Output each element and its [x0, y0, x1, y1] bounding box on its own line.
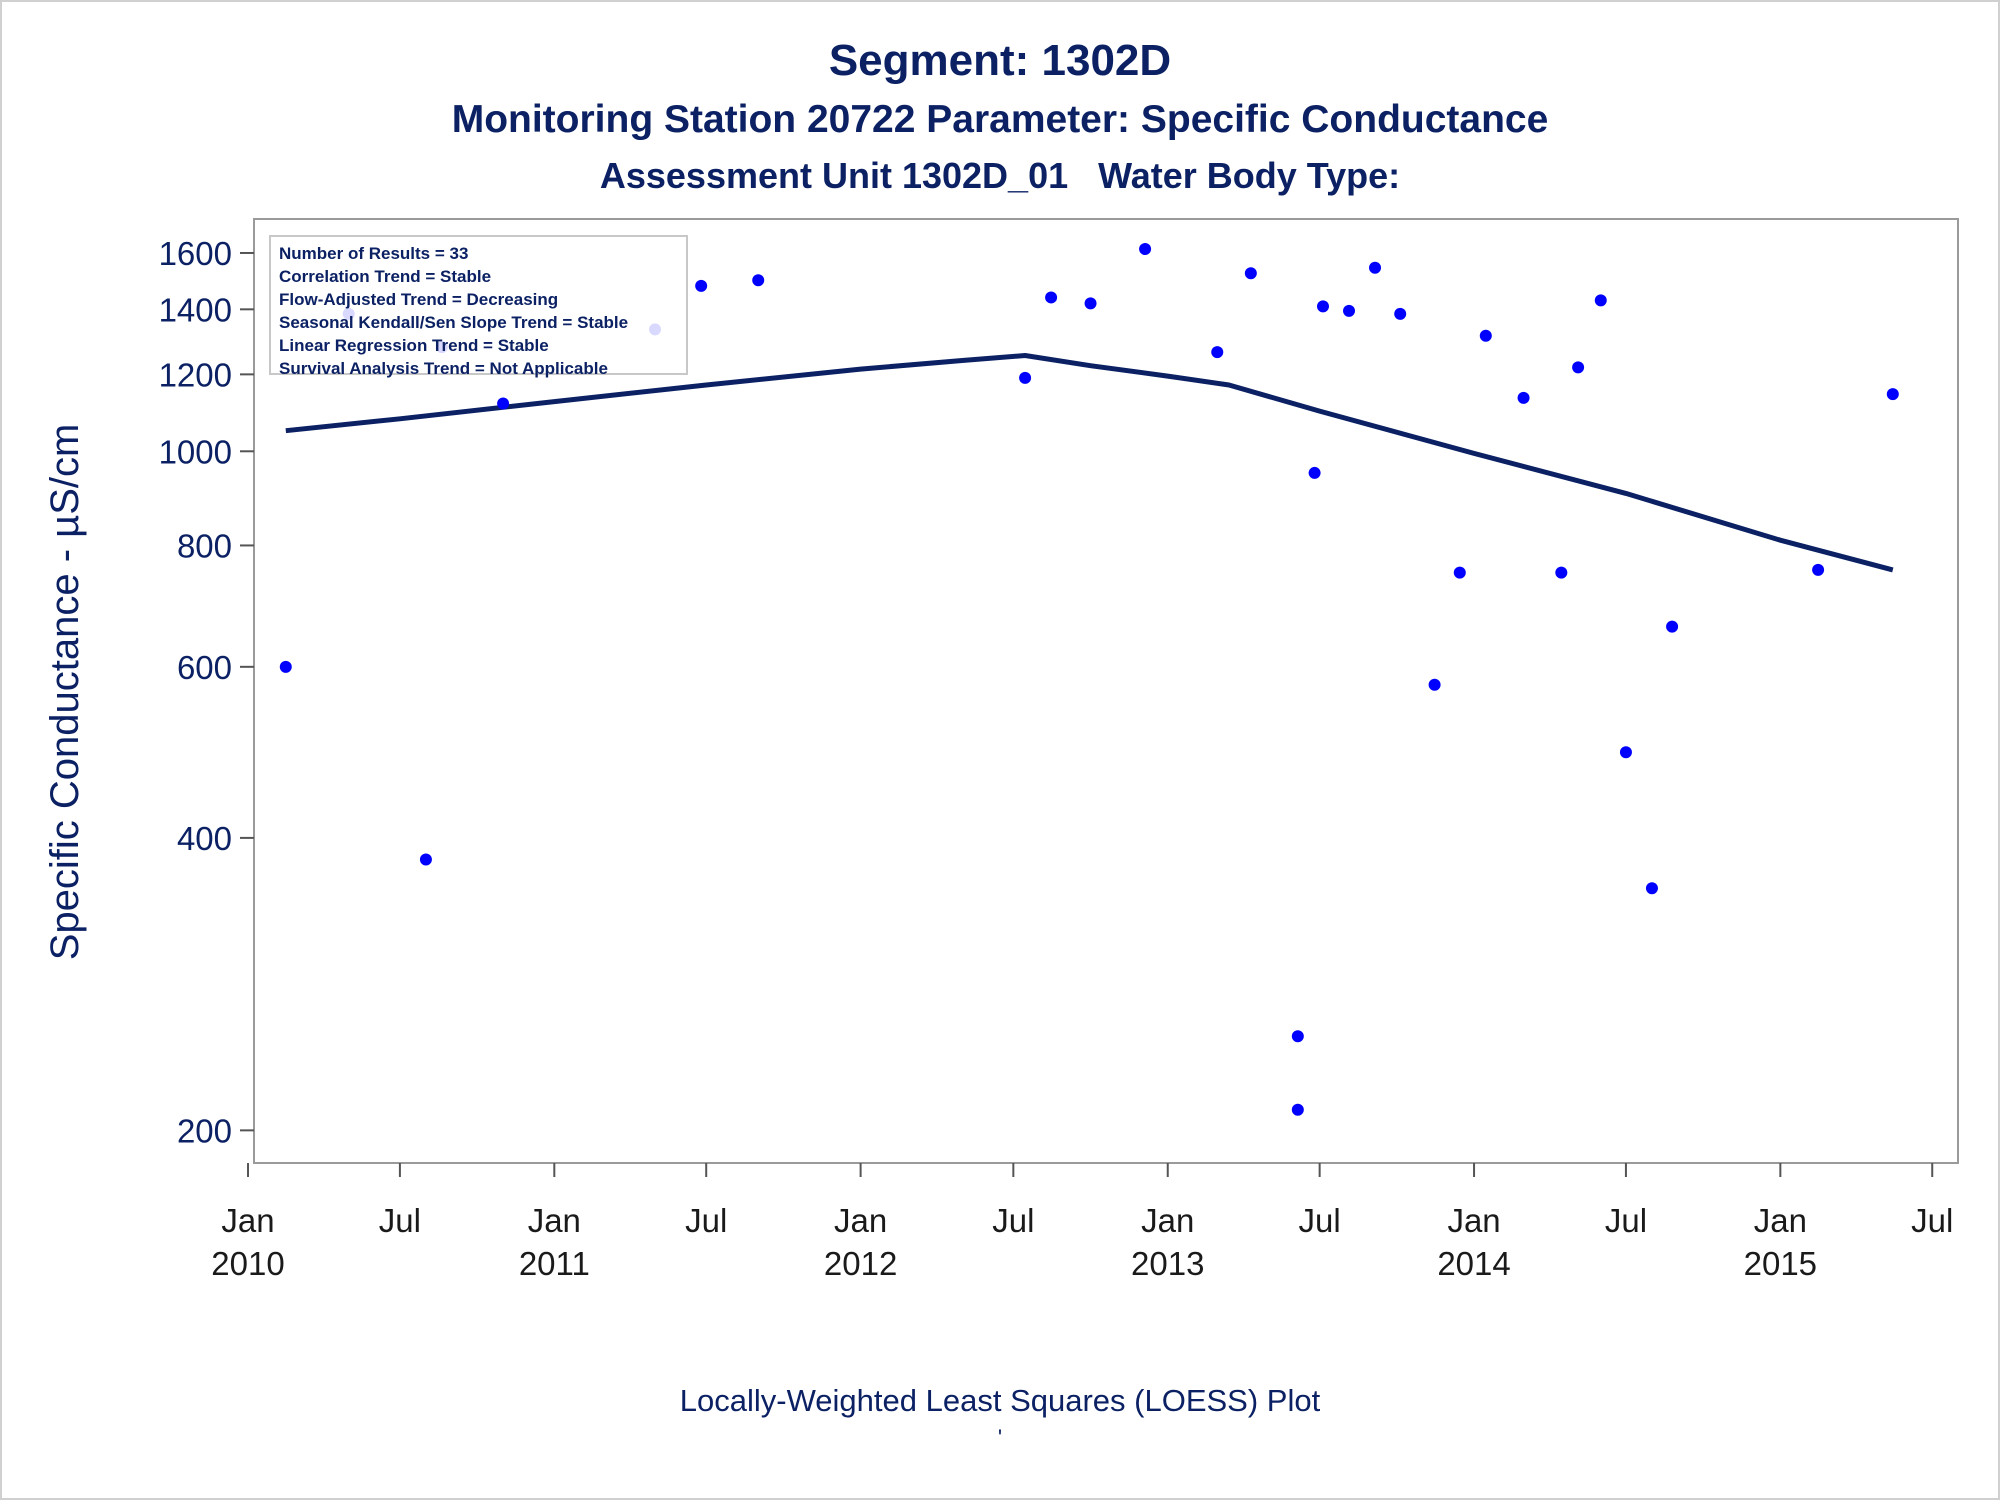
x-tick-label: Jan	[221, 1202, 274, 1239]
data-point	[1291, 1103, 1304, 1116]
data-point	[279, 660, 292, 673]
y-tick-label: 400	[177, 820, 232, 857]
data-point	[1211, 346, 1224, 359]
statistics-box: Number of Results = 33 Correlation Trend…	[269, 235, 688, 378]
x-tick-year-label: 2010	[211, 1245, 284, 1282]
data-point	[1019, 371, 1032, 384]
data-point	[1886, 388, 1899, 401]
data-point	[1084, 297, 1097, 310]
stat-line: Survival Analysis Trend = Not Applicable	[279, 359, 608, 378]
data-point	[419, 853, 432, 866]
stat-line: Seasonal Kendall/Sen Slope Trend = Stabl…	[279, 313, 629, 332]
chart-subtitle: Monitoring Station 20722 Parameter: Spec…	[451, 98, 1549, 141]
x-tick-year-label: 2013	[1131, 1245, 1204, 1282]
data-point	[695, 279, 708, 292]
x-tick-label: Jan	[1754, 1202, 1807, 1239]
y-tick-label: 600	[177, 649, 232, 686]
x-tick-year-label: 2015	[1744, 1245, 1817, 1282]
x-tick-label: Jan	[528, 1202, 581, 1239]
plot-footnote-mark: '	[997, 1425, 1003, 1450]
data-point	[1139, 243, 1152, 256]
x-tick-label: Jul	[992, 1202, 1034, 1239]
x-tick-year-label: 2011	[519, 1245, 590, 1282]
chart-subtitle-2: Assessment Unit 1302D_01 Water Body Type…	[599, 155, 1401, 196]
plot-area	[253, 218, 1959, 1164]
stat-line: Flow-Adjusted Trend = Decreasing	[279, 290, 559, 309]
loess-line	[285, 353, 1894, 573]
data-point	[1394, 307, 1407, 320]
y-tick-label: 800	[177, 527, 232, 564]
y-tick-label: 1200	[159, 356, 232, 393]
data-point	[1572, 361, 1585, 374]
data-point	[497, 397, 510, 410]
y-tick-label: 1400	[159, 291, 232, 328]
data-point	[1812, 563, 1825, 576]
y-tick-label: 200	[177, 1112, 232, 1149]
x-tick-year-label: 2014	[1437, 1245, 1510, 1282]
x-tick-label: Jan	[1447, 1202, 1500, 1239]
x-tick-label: Jul	[1605, 1202, 1647, 1239]
y-tick-label: 1600	[159, 235, 232, 272]
data-point	[1517, 391, 1530, 404]
stat-line: Correlation Trend = Stable	[279, 267, 492, 286]
x-tick-label: Jan	[834, 1202, 887, 1239]
stat-line: Number of Results = 33	[279, 244, 469, 263]
x-tick-label: Jul	[1299, 1202, 1341, 1239]
data-point	[1619, 746, 1632, 759]
data-point	[752, 274, 765, 287]
data-point	[1291, 1030, 1304, 1043]
data-point	[1666, 620, 1679, 633]
y-tick-label: 1000	[159, 433, 232, 470]
data-point	[1316, 300, 1329, 313]
plot-footnote: Locally-Weighted Least Squares (LOESS) P…	[679, 1383, 1321, 1418]
data-point	[1308, 466, 1321, 479]
data-point	[1428, 678, 1441, 691]
data-point	[1645, 882, 1658, 895]
data-point	[1343, 304, 1356, 317]
x-tick-label: Jan	[1141, 1202, 1194, 1239]
y-axis-label: Specific Conductance - µS/cm	[43, 424, 87, 961]
data-point	[1594, 294, 1607, 307]
data-point	[1244, 267, 1257, 280]
x-tick-label: Jul	[1911, 1202, 1953, 1239]
x-tick-label: Jul	[379, 1202, 421, 1239]
data-point	[1369, 261, 1382, 274]
data-point	[1453, 566, 1466, 579]
chart-title: Segment: 1302D	[828, 36, 1172, 85]
x-tick-label: Jul	[685, 1202, 727, 1239]
data-point	[1045, 291, 1058, 304]
data-point	[1479, 329, 1492, 342]
x-tick-year-label: 2012	[824, 1245, 897, 1282]
data-point	[1555, 566, 1568, 579]
stat-line: Linear Regression Trend = Stable	[279, 336, 549, 355]
